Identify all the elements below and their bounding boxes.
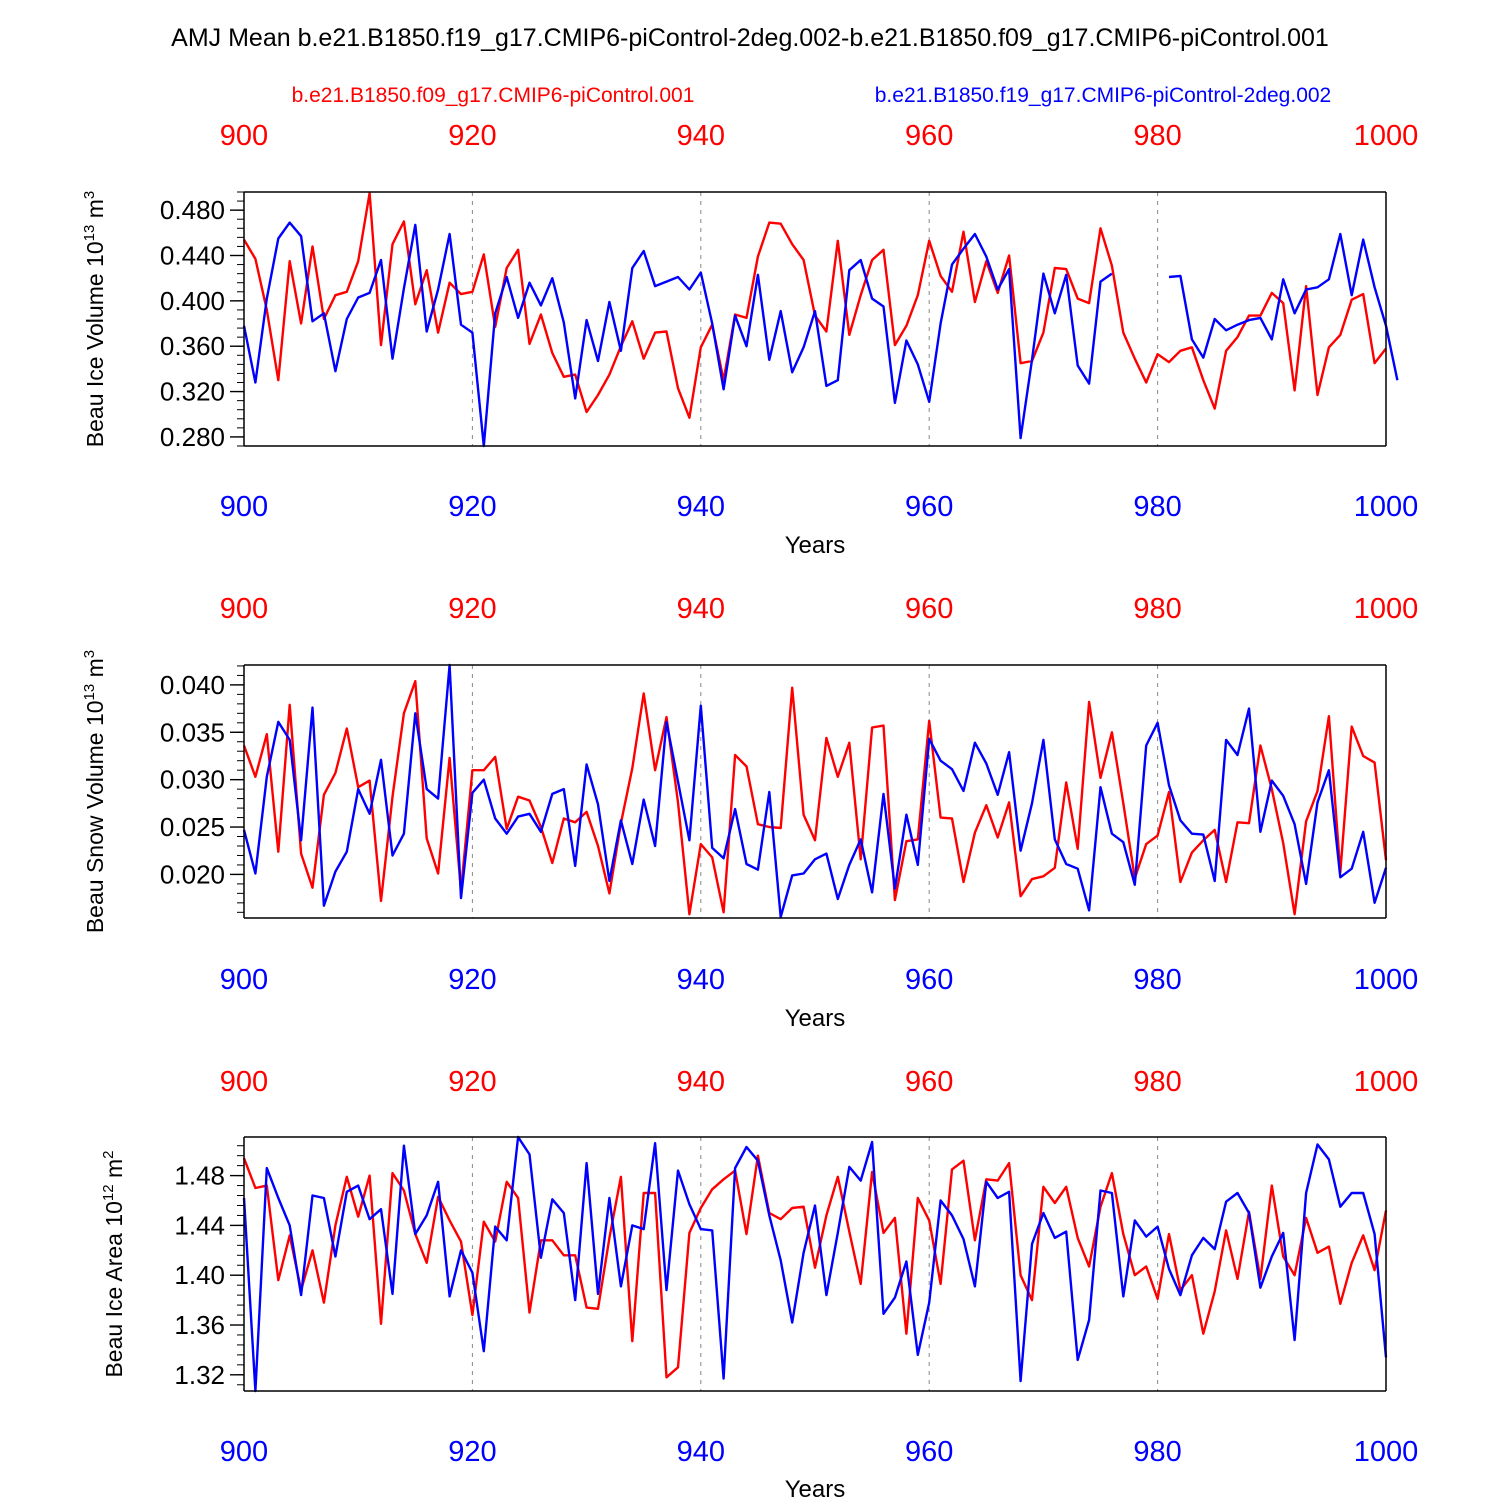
x-tick-label-top: 940 (677, 1066, 725, 1098)
y-tick-label: 1.44 (174, 1210, 225, 1240)
x-tick-label-top: 920 (448, 120, 496, 152)
x-tick-label-top: 900 (220, 120, 268, 152)
x-tick-label-top: 920 (448, 1066, 496, 1098)
y-tick-label: 0.025 (160, 812, 225, 842)
series-line-blue (242, 663, 1388, 919)
y-tick-label: 0.040 (160, 670, 225, 700)
x-tick-label-top: 920 (448, 593, 496, 625)
x-tick-label-bottom: 940 (677, 491, 725, 523)
x-tick-label-bottom: 980 (1133, 964, 1181, 996)
y-tick-label: 0.440 (160, 241, 225, 271)
x-tick-label-top: 1000 (1354, 120, 1419, 152)
y-tick-label: 1.40 (174, 1260, 225, 1290)
x-tick-label-bottom: 1000 (1354, 1436, 1419, 1468)
x-tick-label-bottom: 980 (1133, 1436, 1181, 1468)
x-tick-label-bottom: 1000 (1354, 491, 1419, 523)
series-line-red (242, 1154, 1388, 1379)
y-tick-label: 1.32 (174, 1360, 225, 1390)
y-tick-label: 0.480 (160, 195, 225, 225)
y-tick-label: 0.020 (160, 859, 225, 889)
x-tick-label-top: 900 (220, 1066, 268, 1098)
x-tick-label-bottom: 980 (1133, 491, 1181, 523)
x-tick-label-bottom: 1000 (1354, 964, 1419, 996)
x-tick-label-bottom: 900 (220, 1436, 268, 1468)
x-tick-label-top: 980 (1133, 593, 1181, 625)
x-tick-label-bottom: 920 (448, 964, 496, 996)
y-axis-label: Beau Ice Area 1012 m2 (100, 1150, 127, 1377)
series-line-red (242, 679, 1388, 916)
x-tick-label-top: 1000 (1354, 593, 1419, 625)
x-tick-label-top: 900 (220, 593, 268, 625)
y-tick-label: 0.360 (160, 331, 225, 361)
y-tick-label: 0.320 (160, 377, 225, 407)
y-tick-label: 1.48 (174, 1161, 225, 1191)
chart-panel-2: 0.020 0.025 0.030 0.035 0.040 900 900 920 920 940… (81, 593, 1418, 1032)
chart-panel-3: 1.32 1.36 1.40 1.44 1.48 900 900 920 920 940 940 96… (100, 1066, 1418, 1500)
x-axis-label: Years (785, 1005, 846, 1032)
x-tick-label-bottom: 940 (677, 1436, 725, 1468)
chart-panel-1: 0.280 0.320 0.360 0.400 0.440 0.480 900 900 920 9… (81, 120, 1418, 559)
y-tick-label: 0.280 (160, 422, 225, 452)
y-tick-label: 1.36 (174, 1310, 225, 1340)
y-axis-label: Beau Ice Volume 1013 m3 (81, 191, 108, 447)
x-axis-label: Years (785, 532, 846, 559)
x-tick-label-bottom: 960 (905, 1436, 953, 1468)
x-tick-label-bottom: 960 (905, 491, 953, 523)
y-tick-label: 0.035 (160, 717, 225, 747)
x-tick-label-bottom: 940 (677, 964, 725, 996)
x-tick-label-bottom: 920 (448, 491, 496, 523)
x-tick-label-top: 960 (905, 593, 953, 625)
x-axis-label: Years (785, 1476, 846, 1500)
x-tick-label-bottom: 900 (220, 491, 268, 523)
y-tick-label: 0.400 (160, 286, 225, 316)
y-tick-label: 0.030 (160, 765, 225, 795)
x-tick-label-bottom: 900 (220, 964, 268, 996)
x-tick-label-top: 1000 (1354, 1066, 1419, 1098)
legend-blue-label: b.e21.B1850.f19_g17.CMIP6-piControl-2deg… (875, 84, 1331, 107)
x-tick-label-top: 940 (677, 120, 725, 152)
x-tick-label-top: 980 (1133, 120, 1181, 152)
series-line-blue (242, 221, 1399, 448)
series-line-blue (242, 1135, 1388, 1393)
x-tick-label-top: 960 (905, 1066, 953, 1098)
x-tick-label-bottom: 960 (905, 964, 953, 996)
legend-red-label: b.e21.B1850.f09_g17.CMIP6-piControl.001 (292, 84, 695, 107)
x-tick-label-bottom: 920 (448, 1436, 496, 1468)
x-tick-label-top: 940 (677, 593, 725, 625)
figure-title: AMJ Mean b.e21.B1850.f19_g17.CMIP6-piCon… (171, 24, 1329, 52)
x-tick-label-top: 980 (1133, 1066, 1181, 1098)
x-tick-label-top: 960 (905, 120, 953, 152)
y-axis-label: Beau Snow Volume 1013 m3 (81, 650, 108, 933)
